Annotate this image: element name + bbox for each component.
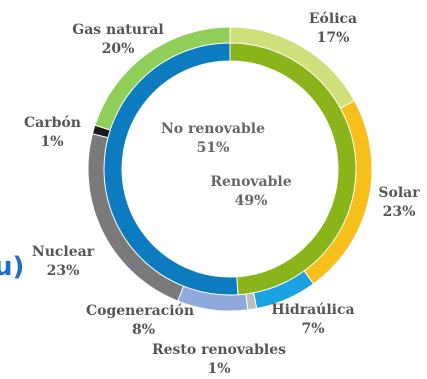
label-no-renovable-value: 51% bbox=[196, 140, 230, 156]
label-hidraulica-value: 7% bbox=[301, 321, 325, 337]
label-cogeneracion: Cogeneración 8% bbox=[86, 302, 210, 340]
label-cogeneracion-name: Cogeneración bbox=[86, 303, 195, 319]
label-carbon-name: Carbón bbox=[24, 115, 81, 131]
label-no-renovable: No renovable 51% bbox=[148, 120, 278, 158]
label-solar: Solar 23% bbox=[372, 184, 426, 222]
label-eolica-name: Eólica bbox=[308, 11, 358, 27]
label-gas-natural-value: 20% bbox=[101, 41, 135, 57]
label-cogeneracion-value: 8% bbox=[132, 322, 156, 338]
label-eolica-value: 17% bbox=[316, 30, 350, 46]
label-eolica: Eólica 17% bbox=[298, 10, 368, 48]
label-gas-natural: Gas natural 20% bbox=[62, 21, 174, 59]
label-resto-renovables-name: Resto renovables bbox=[151, 342, 286, 358]
label-carbon-value: 1% bbox=[40, 134, 64, 150]
edge-glyph: u) bbox=[0, 252, 25, 282]
inner-slice-no-renovable bbox=[103, 42, 239, 296]
label-renovable: Renovable 49% bbox=[196, 173, 306, 211]
label-solar-value: 23% bbox=[382, 204, 416, 220]
label-no-renovable-name: No renovable bbox=[160, 121, 266, 137]
label-hidraulica: Hidraúlica 7% bbox=[268, 301, 358, 339]
label-hidraulica-name: Hidraúlica bbox=[271, 302, 355, 318]
label-nuclear-value: 23% bbox=[46, 263, 80, 279]
label-resto-renovables: Resto renovables 1% bbox=[144, 341, 294, 379]
label-carbon: Carbón 1% bbox=[24, 114, 81, 152]
label-nuclear: Nuclear 23% bbox=[28, 243, 98, 281]
label-renovable-name: Renovable bbox=[210, 174, 292, 190]
label-nuclear-name: Nuclear bbox=[31, 244, 95, 260]
label-gas-natural-name: Gas natural bbox=[72, 22, 164, 38]
label-solar-name: Solar bbox=[378, 185, 420, 201]
label-renovable-value: 49% bbox=[234, 193, 268, 209]
label-resto-renovables-value: 1% bbox=[207, 361, 231, 377]
